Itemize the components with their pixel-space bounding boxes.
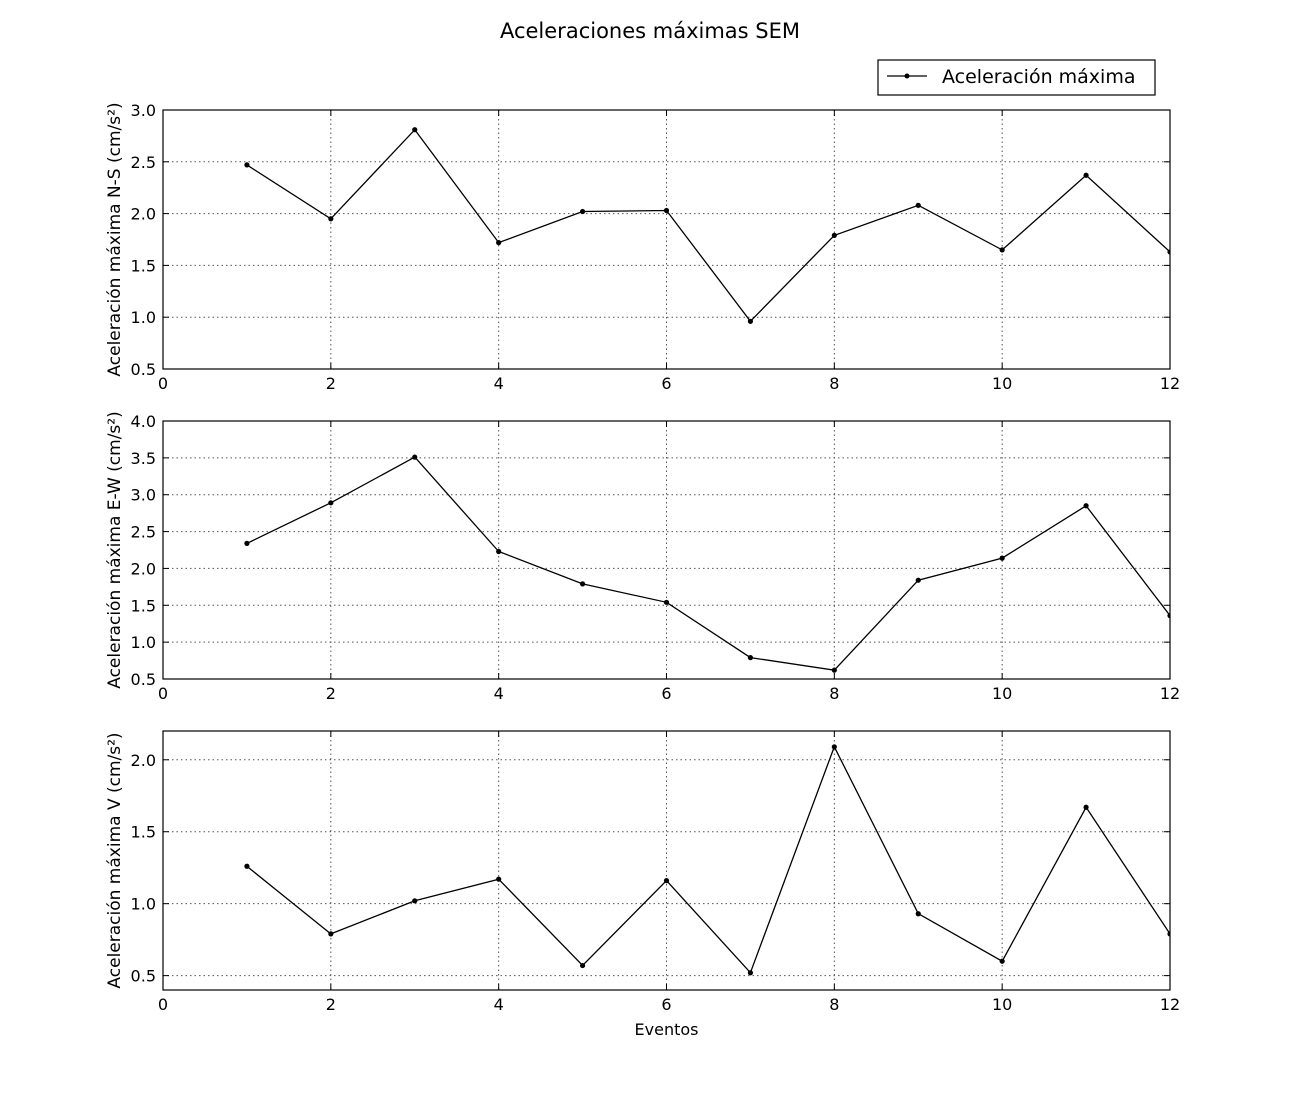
series-line (246, 128, 1170, 323)
data-point (747, 970, 754, 976)
subplot-3: 0 2 4 6 8 10 12 0.5 1.0 1.5 2.0 Aceleración máxima … (105, 730, 1180, 1039)
x-tick-label: 8 (829, 995, 839, 1014)
y-tick-label: 2.5 (131, 523, 156, 542)
data-point (1083, 503, 1089, 509)
data-point (579, 208, 586, 215)
data-point (1167, 931, 1170, 937)
subplot-1: 0 2 4 6 8 10 12 0.5 1.0 1.5 2.0 2.5 3.0 Aceleración m… (105, 101, 1180, 393)
y-tick-label: 1.5 (131, 256, 156, 275)
y-tick-label: 1.0 (131, 633, 156, 652)
data-point (747, 655, 754, 661)
data-point (496, 876, 502, 882)
x-tick-label: 6 (661, 374, 671, 393)
y-tick-label: 0.5 (131, 360, 156, 379)
data-point (747, 318, 754, 324)
x-tick-label: 6 (661, 995, 671, 1014)
data-point (663, 878, 670, 884)
series-group (244, 127, 1170, 324)
data-point (999, 958, 1005, 964)
x-tick-label: 2 (326, 684, 336, 703)
data-point (915, 202, 921, 208)
data-point (915, 911, 921, 917)
y-axis-label: Aceleración máxima N-S (cm/s²) (105, 102, 125, 376)
y-tick-label: 2.0 (131, 205, 156, 224)
x-tick-label: 0 (158, 374, 168, 393)
y-tick-label: 4.0 (131, 412, 156, 431)
x-tick-label: 8 (829, 374, 839, 393)
subplots: 0 2 4 6 8 10 12 0.5 1.0 1.5 2.0 2.5 3.0 Aceleración m… (105, 101, 1180, 1039)
legend: Aceleración máxima (877, 59, 1156, 96)
x-tick-label: 0 (158, 684, 168, 703)
y-axis-label: Aceleración máxima E-W (cm/s²) (105, 411, 125, 689)
data-point (579, 962, 586, 969)
data-point (999, 555, 1005, 561)
legend-label: Aceleración máxima (942, 66, 1135, 88)
x-tick-label: 10 (992, 374, 1012, 393)
series-line (246, 456, 1170, 671)
data-point (244, 162, 250, 168)
data-point (831, 667, 837, 673)
data-point (328, 216, 334, 222)
data-point (1167, 249, 1170, 255)
data-point (579, 581, 586, 587)
axes-frame (162, 420, 1171, 680)
x-tick-label: 2 (326, 995, 336, 1014)
y-tick-label: 2.0 (131, 751, 156, 770)
x-tick-label: 10 (992, 995, 1012, 1014)
y-tick-label: 0.5 (131, 967, 156, 986)
data-point (328, 931, 334, 937)
x-tick-label: 0 (158, 995, 168, 1014)
y-tick-label: 1.5 (131, 596, 156, 615)
data-point (831, 744, 837, 750)
x-tick-label: 4 (494, 995, 504, 1014)
y-tick-label: 1.0 (131, 895, 156, 914)
y-tick-label: 3.0 (131, 101, 156, 120)
data-point (244, 863, 250, 869)
x-tick-label: 8 (829, 684, 839, 703)
y-tick-label: 2.0 (131, 559, 156, 578)
data-point (1083, 172, 1089, 178)
data-point (244, 540, 250, 546)
x-tick-label: 12 (1160, 684, 1180, 703)
series-line (246, 745, 1170, 974)
data-point (328, 500, 334, 506)
y-axis-label: Aceleración máxima V (cm/s²) (105, 732, 125, 988)
data-point (412, 898, 418, 904)
legend-box (877, 59, 1156, 96)
axes-frame (162, 109, 1171, 370)
x-tick-label: 2 (326, 374, 336, 393)
y-tick-label: 2.5 (131, 153, 156, 172)
data-point (831, 232, 837, 238)
x-tick-label: 6 (661, 684, 671, 703)
data-point (496, 548, 502, 555)
x-tick-label: 12 (1160, 374, 1180, 393)
series-group (244, 454, 1170, 673)
legend-marker-swatch (904, 73, 910, 79)
data-point (663, 207, 670, 214)
data-point (663, 599, 670, 605)
y-tick-label: 1.0 (131, 308, 156, 327)
x-tick-label: 12 (1160, 995, 1180, 1014)
y-tick-label: 1.5 (131, 823, 156, 842)
series-group (244, 744, 1170, 976)
data-point (999, 247, 1005, 253)
data-point (915, 577, 921, 583)
data-point (496, 240, 502, 246)
data-point (1083, 804, 1089, 810)
axes-frame (162, 730, 1171, 991)
x-axis-label: Eventos (635, 1020, 699, 1039)
y-tick-label: 3.5 (131, 449, 156, 468)
x-tick-label: 4 (494, 374, 504, 393)
data-point (412, 454, 418, 460)
y-tick-label: 3.0 (131, 486, 156, 505)
x-tick-label: 10 (992, 684, 1012, 703)
chart-title: Aceleraciones máximas SEM (500, 19, 800, 43)
subplot-2: 0 2 4 6 8 10 12 0.5 1.0 1.5 2.0 2.5 3.0 3.5 4.0 Acelera… (105, 411, 1180, 703)
x-tick-label: 4 (494, 684, 504, 703)
y-tick-label: 0.5 (131, 670, 156, 689)
data-point (1167, 613, 1170, 619)
data-point (412, 127, 418, 133)
